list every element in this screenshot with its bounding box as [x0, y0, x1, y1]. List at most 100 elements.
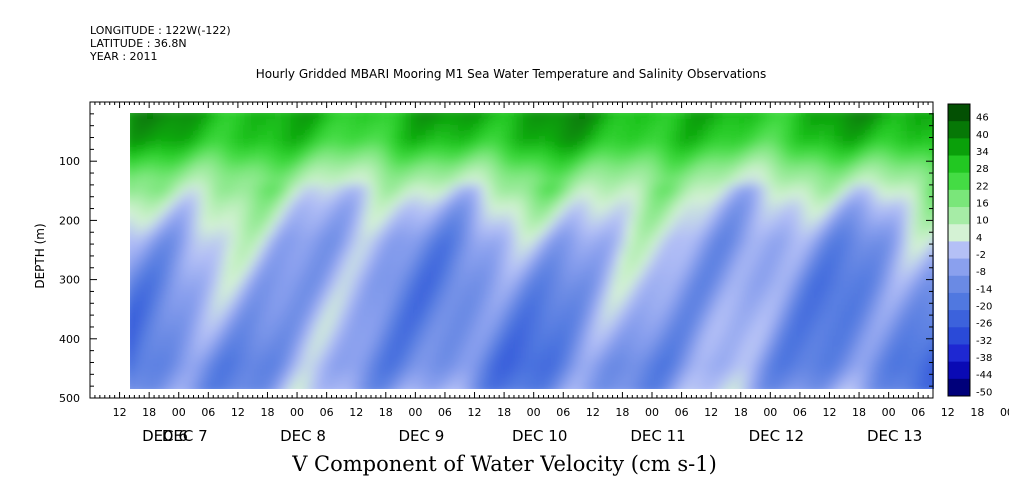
heatmap-cell	[186, 155, 195, 162]
heatmap-cell	[458, 287, 467, 294]
heatmap-cell	[570, 215, 579, 222]
heatmap-cell	[802, 257, 811, 264]
heatmap-cell	[890, 197, 899, 204]
heatmap-cell	[754, 131, 763, 138]
heatmap-cell	[762, 383, 771, 389]
heatmap-cell	[378, 317, 387, 324]
heatmap-cell	[290, 173, 299, 180]
heatmap-cell	[818, 185, 827, 192]
heatmap-cell	[234, 275, 243, 282]
heatmap-cell	[170, 359, 179, 366]
heatmap-cell	[402, 143, 411, 150]
heatmap-cell	[778, 281, 787, 288]
heatmap-cell	[394, 197, 403, 204]
heatmap-cell	[290, 125, 299, 132]
heatmap-cell	[698, 173, 707, 180]
heatmap-cell	[922, 179, 931, 186]
heatmap-cell	[810, 113, 819, 120]
heatmap-cell	[218, 275, 227, 282]
heatmap-cell	[394, 209, 403, 216]
heatmap-cell	[290, 191, 299, 198]
heatmap-cell	[370, 341, 379, 348]
heatmap-cell	[874, 377, 883, 384]
heatmap-cell	[602, 137, 611, 144]
heatmap-cell	[522, 299, 531, 306]
heatmap-cell	[258, 287, 267, 294]
heatmap-cell	[818, 275, 827, 282]
heatmap-cell	[130, 257, 131, 264]
heatmap-cell	[130, 341, 131, 348]
heatmap-cell	[362, 167, 371, 174]
heatmap-cell	[754, 143, 763, 150]
heatmap-cell	[938, 227, 947, 234]
heatmap-cell	[154, 251, 163, 258]
heatmap-cell	[234, 119, 243, 126]
heatmap-cell	[258, 119, 267, 126]
heatmap-cell	[354, 149, 363, 156]
heatmap-cell	[810, 179, 819, 186]
heatmap-cell	[234, 173, 243, 180]
heatmap-cell	[274, 233, 283, 240]
heatmap-cell	[450, 323, 459, 330]
heatmap-cell	[130, 299, 131, 306]
heatmap-cell	[922, 185, 931, 192]
heatmap-cell	[506, 323, 515, 330]
heatmap-cell	[642, 317, 651, 324]
heatmap-cell	[666, 119, 675, 126]
heatmap-cell	[154, 323, 163, 330]
heatmap-cell	[770, 221, 779, 228]
heatmap-cell	[682, 305, 691, 312]
heatmap-cell	[706, 227, 715, 234]
heatmap-cell	[922, 257, 931, 264]
heatmap-cell	[474, 119, 483, 126]
heatmap-cell	[298, 311, 307, 318]
heatmap-cell	[714, 377, 723, 384]
heatmap-cell	[130, 383, 139, 389]
heatmap-cell	[562, 383, 571, 389]
heatmap-cell	[202, 131, 211, 138]
heatmap-cell	[578, 347, 587, 354]
heatmap-cell	[818, 383, 827, 389]
heatmap-cell	[378, 143, 387, 150]
heatmap-cell	[282, 209, 291, 216]
heatmap-cell	[378, 263, 387, 270]
heatmap-cell	[362, 329, 371, 336]
heatmap-cell	[378, 179, 387, 186]
heatmap-cell	[562, 257, 571, 264]
heatmap-cell	[834, 119, 843, 126]
heatmap-cell	[370, 161, 379, 168]
heatmap-cell	[226, 377, 235, 384]
heatmap-cell	[194, 359, 203, 366]
heatmap-cell	[746, 131, 755, 138]
heatmap-cell	[818, 335, 827, 342]
heatmap-cell	[418, 119, 427, 126]
heatmap-cell	[594, 221, 603, 228]
heatmap-cell	[202, 197, 211, 204]
heatmap-cell	[306, 221, 315, 228]
heatmap-cell	[874, 227, 883, 234]
heatmap-cell	[602, 203, 611, 210]
heatmap-cell	[162, 143, 171, 150]
heatmap-cell	[298, 113, 307, 120]
heatmap-cell	[714, 161, 723, 168]
heatmap-cell	[834, 287, 843, 294]
heatmap-cell	[458, 209, 467, 216]
heatmap-cell	[266, 179, 275, 186]
heatmap-cell	[914, 125, 923, 132]
heatmap-cell	[322, 191, 331, 198]
heatmap-cell	[394, 317, 403, 324]
heatmap-cell	[874, 113, 883, 114]
heatmap-cell	[762, 257, 771, 264]
heatmap-cell	[746, 317, 755, 324]
heatmap-cell	[810, 305, 819, 312]
heatmap-cell	[922, 161, 931, 168]
heatmap-cell	[202, 329, 211, 336]
heatmap-cell	[674, 179, 683, 186]
heatmap-cell	[546, 113, 555, 114]
heatmap-cell	[394, 281, 403, 288]
heatmap-cell	[890, 161, 899, 168]
heatmap-cell	[242, 179, 251, 186]
heatmap-cell	[418, 161, 427, 168]
heatmap-cell	[330, 305, 339, 312]
heatmap-cell	[394, 245, 403, 252]
